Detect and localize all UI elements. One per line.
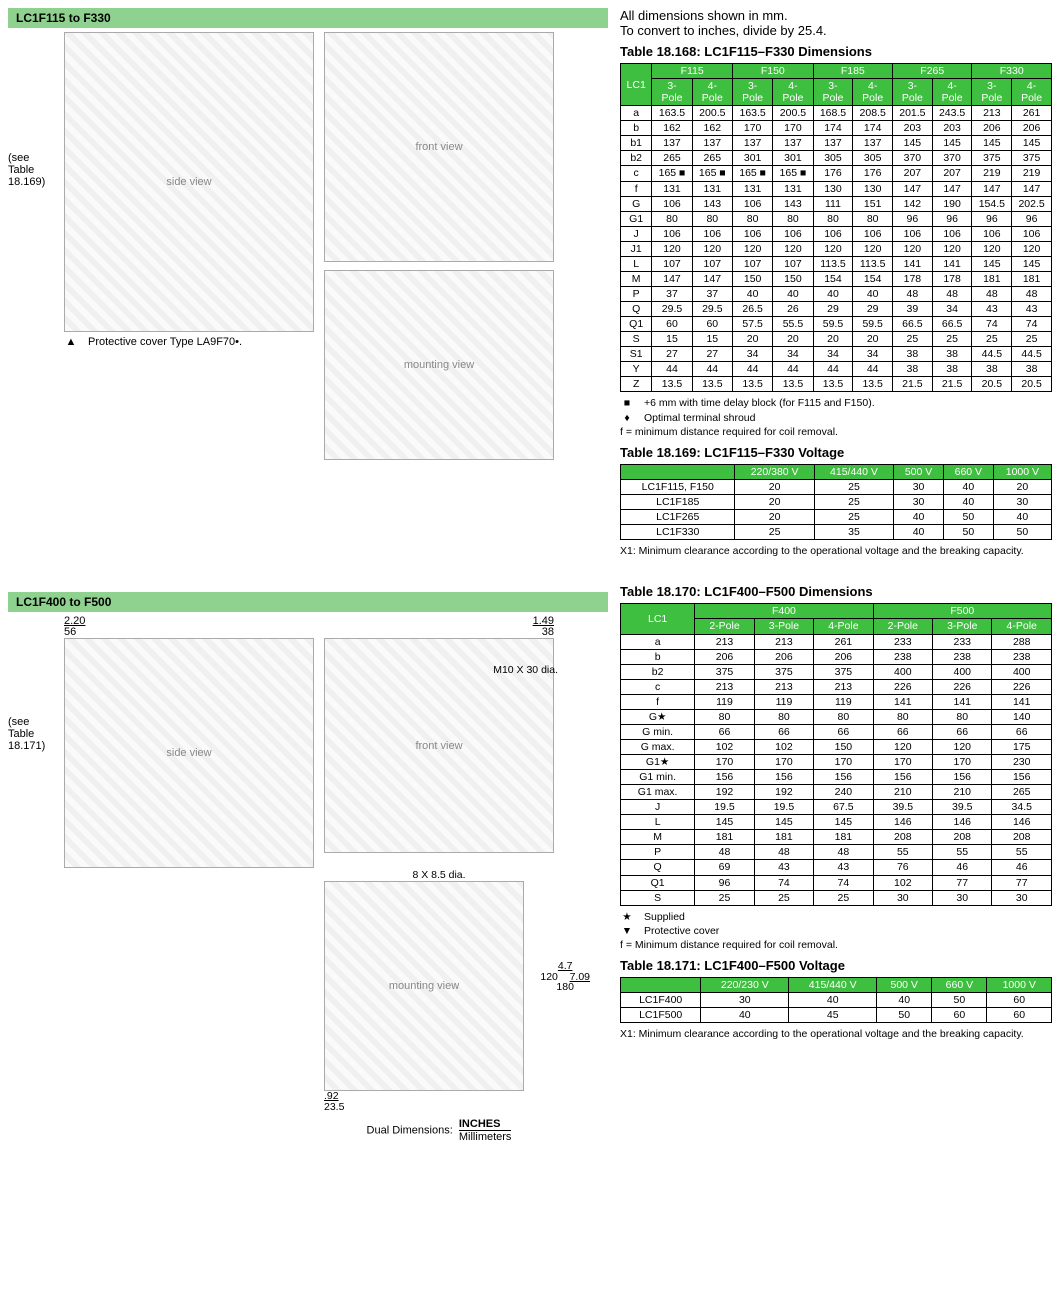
note-line1: All dimensions shown in mm. <box>620 8 1052 23</box>
table168-title: Table 18.168: LC1F115–F330 Dimensions <box>620 44 1052 59</box>
dim-h: 4.7120 7.09180 <box>540 961 590 993</box>
table169-footnote: X1: Minimum clearance according to the o… <box>620 544 1052 558</box>
dim-z: .9223.5 <box>324 1091 554 1112</box>
dual-dimensions: Dual Dimensions: INCHES Millimeters <box>324 1118 554 1143</box>
diagram-1-side: side view <box>64 32 314 332</box>
table170-legend: ★Supplied▼Protective coverf = Minimum di… <box>620 910 1052 953</box>
triangle-up-icon: ▲ <box>64 336 78 348</box>
note-line2: To convert to inches, divide by 25.4. <box>620 23 1052 38</box>
table170: LC1F400F5002-Pole3-Pole4-Pole2-Pole3-Pol… <box>620 603 1052 905</box>
m10-label: M10 X 30 dia. <box>493 664 558 676</box>
diagram-2-side: side view <box>64 638 314 868</box>
table168: LC1F115F150F185F265F3303-Pole4-Pole3-Pol… <box>620 63 1052 392</box>
see-table-171: (see Table 18.171) <box>8 616 54 1143</box>
table168-legend: ■+6 mm with time delay block (for F115 a… <box>620 396 1052 439</box>
dia-label: 8 X 8.5 dia. <box>324 869 554 881</box>
table170-title: Table 18.170: LC1F400–F500 Dimensions <box>620 584 1052 599</box>
table171-footnote: X1: Minimum clearance according to the o… <box>620 1027 1052 1041</box>
diagram-1-front: front view <box>324 32 554 262</box>
table169-title: Table 18.169: LC1F115–F330 Voltage <box>620 445 1052 460</box>
diagram-1-mount: mounting view <box>324 270 554 460</box>
caption-1: ▲ Protective cover Type LA9F70•. <box>64 336 314 348</box>
dim-sr: 1.4938 <box>324 616 554 638</box>
section2-bar: LC1F400 to F500 <box>8 592 608 612</box>
dim-tl: 2.2056 <box>64 616 314 638</box>
see-table-169: (see Table 18.169) <box>8 32 54 460</box>
table171-title: Table 18.171: LC1F400–F500 Voltage <box>620 958 1052 973</box>
caption-1-text: Protective cover Type LA9F70•. <box>88 336 242 348</box>
section1-bar: LC1F115 to F330 <box>8 8 608 28</box>
diagram-2-mount: mounting view <box>324 881 524 1091</box>
table171: 220/230 V415/440 V500 V660 V1000 VLC1F40… <box>620 977 1052 1023</box>
table169: 220/380 V415/440 V500 V660 V1000 VLC1F11… <box>620 464 1052 540</box>
